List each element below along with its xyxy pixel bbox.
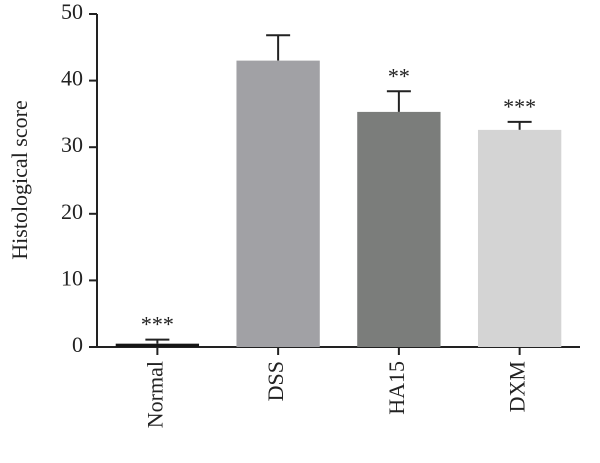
bar: [357, 111, 441, 347]
y-tick-label: 10: [61, 265, 83, 290]
significance-label: ***: [503, 94, 536, 119]
x-tick-label: DXM: [505, 361, 530, 412]
y-tick-label: 50: [61, 0, 83, 24]
y-tick-label: 20: [61, 199, 83, 224]
y-tick-label: 0: [72, 332, 83, 357]
bar: [236, 60, 320, 348]
bar: [477, 129, 562, 347]
x-tick-label: Normal: [142, 361, 167, 428]
y-tick-label: 40: [61, 66, 83, 91]
bar: [115, 343, 200, 347]
y-axis-label: Histological score: [7, 100, 32, 259]
x-tick-label: HA15: [384, 361, 409, 415]
x-tick-label: DSS: [263, 361, 288, 401]
y-tick-label: 30: [61, 132, 83, 157]
significance-label: ***: [141, 312, 174, 337]
significance-label: **: [388, 63, 410, 88]
